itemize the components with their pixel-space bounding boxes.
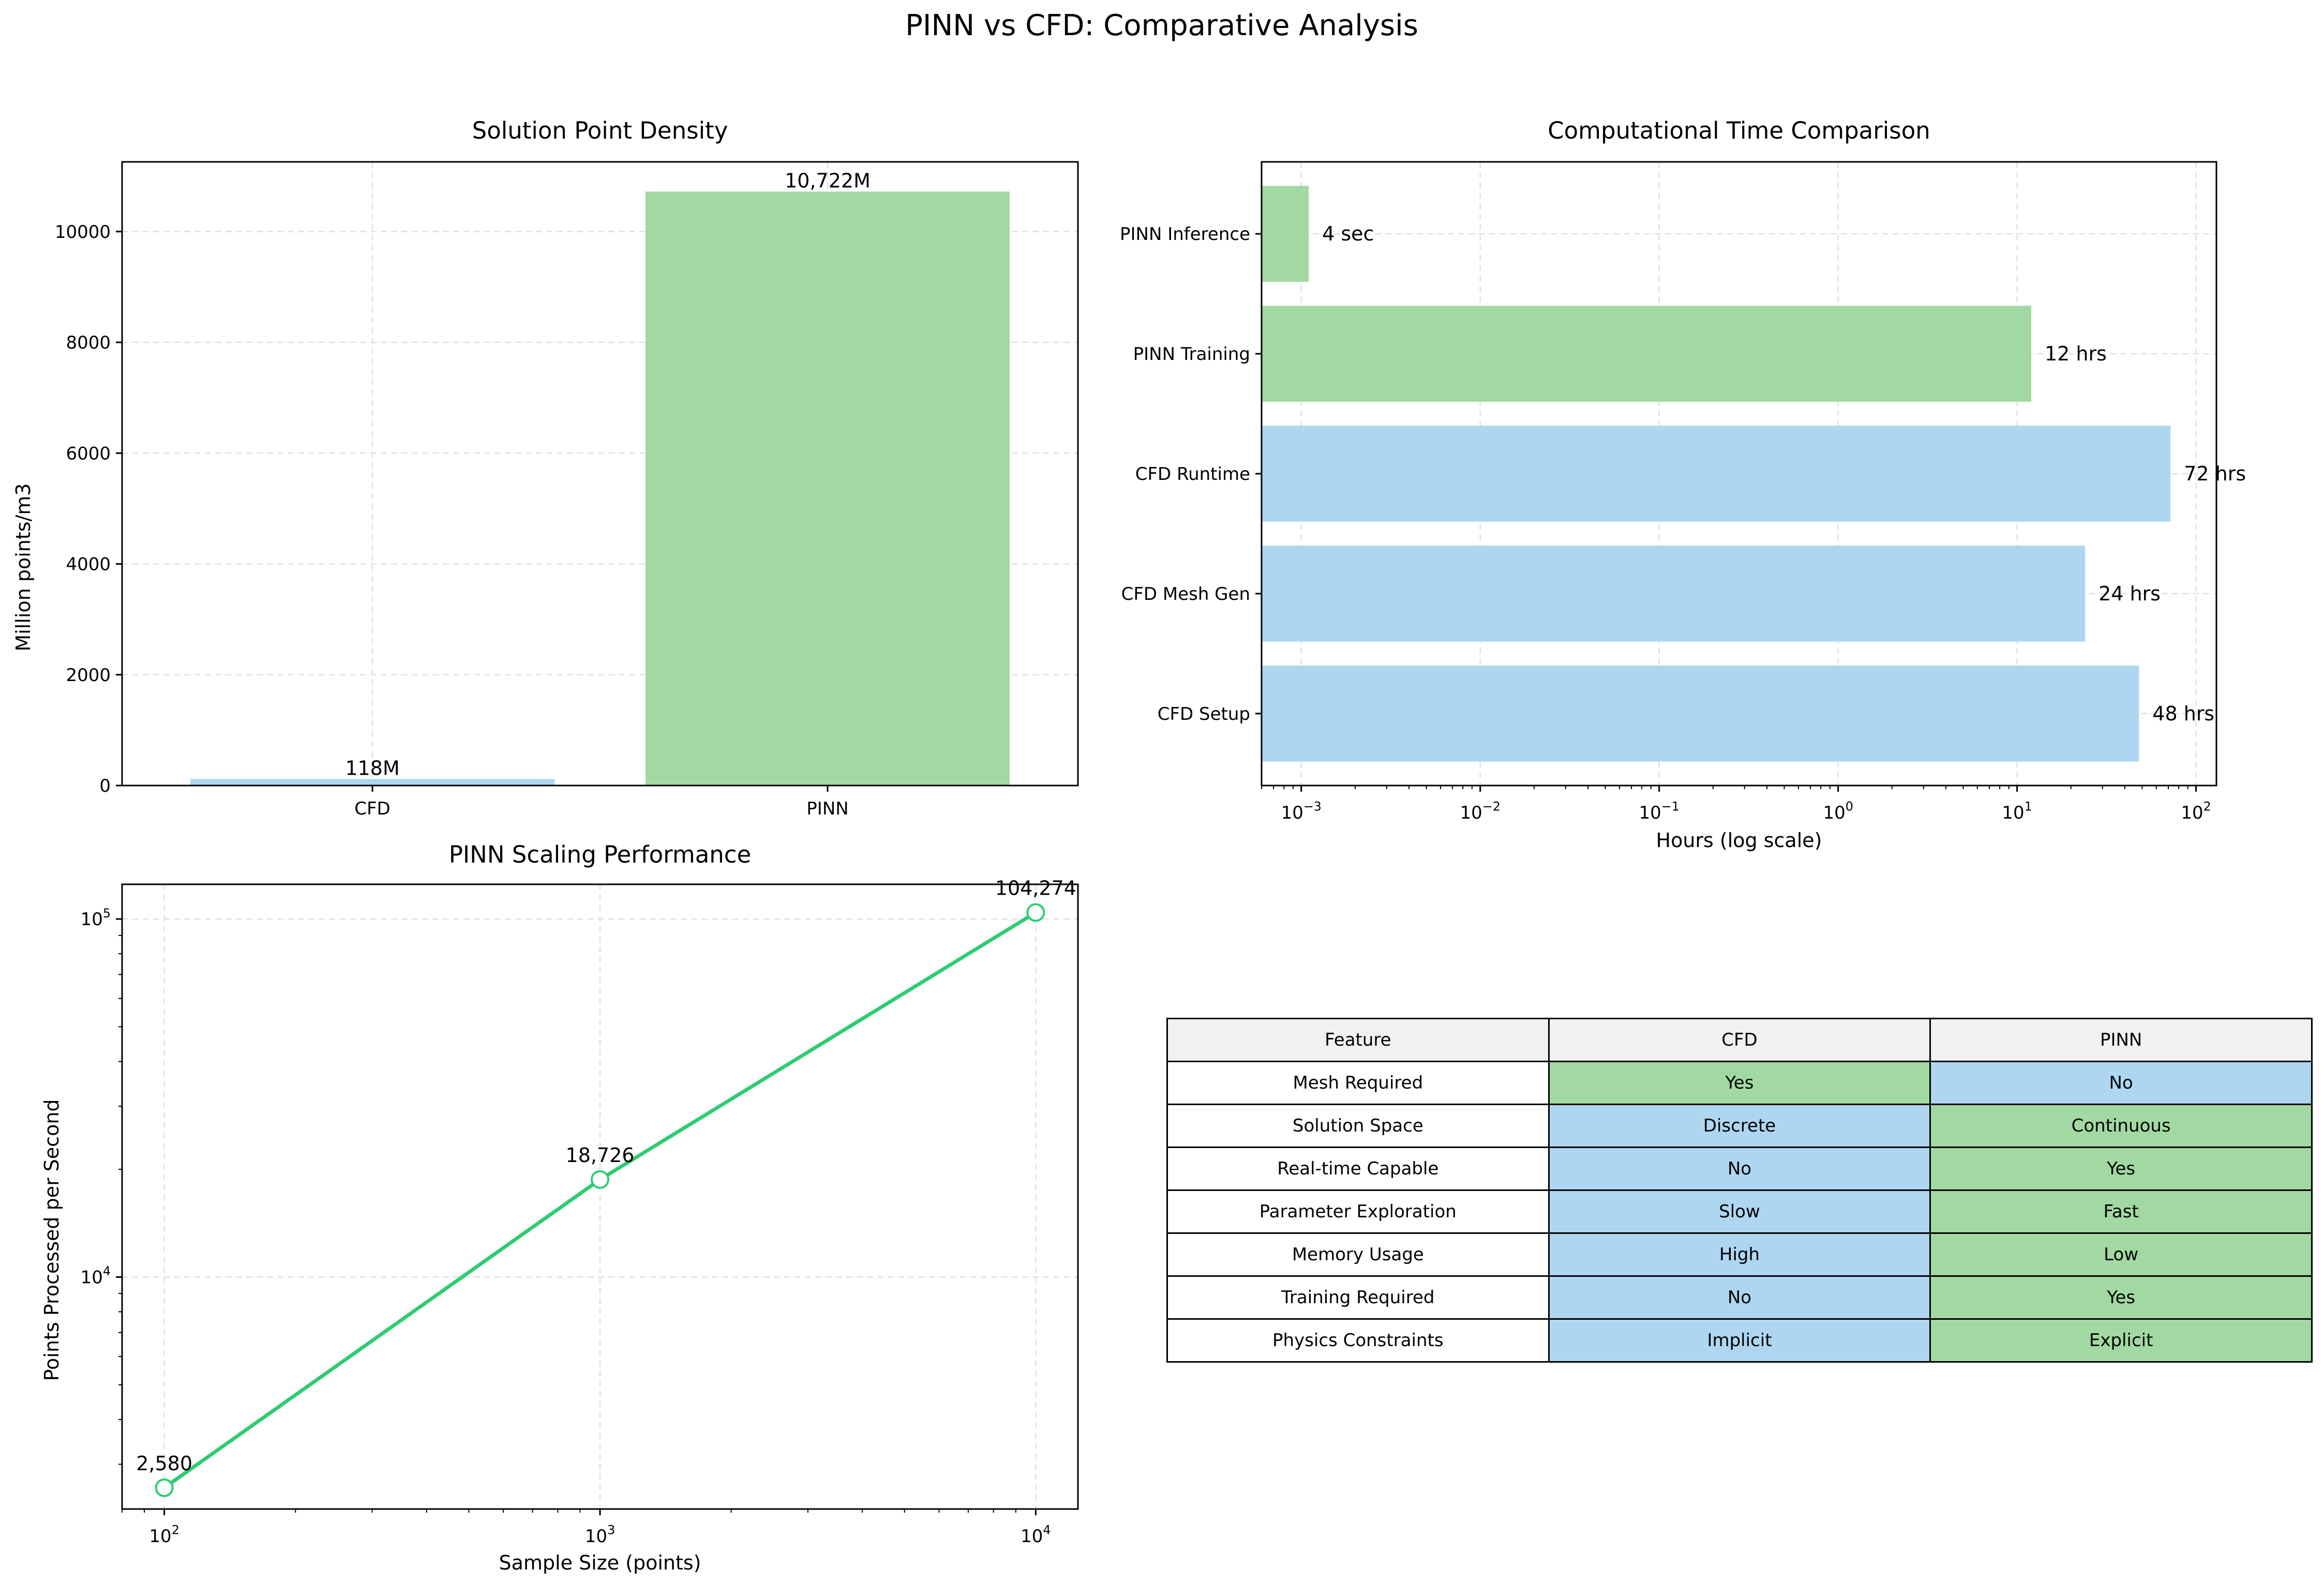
time-bar	[1262, 426, 2171, 522]
table-cfd-cell: Slow	[1548, 1189, 1931, 1234]
time-bar	[1262, 186, 1309, 282]
figure-title: PINN vs CFD: Comparative Analysis	[905, 9, 1418, 42]
scaling-y-tick-label: 104	[81, 1264, 111, 1288]
density-y-tick-label: 2000	[66, 665, 111, 686]
time-bar-value-label: 24 hrs	[2098, 582, 2161, 605]
table-feature-cell: Mesh Required	[1166, 1061, 1550, 1105]
scaling-data-point	[591, 1170, 609, 1189]
time-y-tick-label: PINN Training	[1133, 344, 1250, 365]
table-row: Solution Space Discrete Continuous	[1166, 1104, 2313, 1148]
table-pinn-cell: Low	[1929, 1232, 2313, 1277]
scaling-y-tick-label: 105	[81, 906, 111, 930]
table-header-row: Feature CFD PINN	[1166, 1018, 2313, 1062]
time-chart: Computational Time Comparison Hours (log…	[1120, 117, 2246, 852]
table-feature-cell: Real-time Capable	[1166, 1146, 1550, 1191]
table-row: Memory Usage High Low	[1166, 1232, 2313, 1277]
time-x-tick-label: 10−3	[1281, 799, 1322, 823]
table-cfd-cell: Implicit	[1548, 1318, 1931, 1363]
time-x-axis-label: Hours (log scale)	[1656, 829, 1822, 852]
scaling-data-label: 2,580	[136, 1452, 192, 1475]
time-bar-value-label: 12 hrs	[2045, 342, 2107, 365]
time-x-tick-label: 102	[2181, 799, 2211, 823]
table-pinn-cell: Fast	[1929, 1189, 2313, 1234]
density-chart: Solution Point Density Million points/m3…	[12, 117, 1079, 819]
table-cfd-cell: No	[1548, 1146, 1931, 1191]
time-y-tick-label: PINN Inference	[1120, 224, 1250, 245]
density-y-tick-label: 6000	[66, 443, 111, 464]
density-y-axis-label: Million points/m3	[12, 483, 35, 651]
table-pinn-cell: Explicit	[1929, 1318, 2313, 1363]
table-row: Mesh Required Yes No	[1166, 1061, 2313, 1105]
density-bar-value-label: 118M	[345, 757, 399, 779]
scaling-data-point	[155, 1478, 174, 1497]
density-bar	[646, 191, 1010, 786]
table-cfd-cell: Yes	[1548, 1061, 1931, 1105]
time-y-tick-label: CFD Mesh Gen	[1121, 584, 1250, 605]
comparison-table: Feature CFD PINN Mesh Required Yes No Solut…	[1166, 1018, 2313, 1363]
scaling-x-tick-label: 103	[585, 1523, 615, 1547]
density-bar	[190, 779, 554, 786]
table-header-cell: PINN	[1929, 1018, 2313, 1062]
scaling-y-axis-label: Points Processed per Second	[40, 1099, 63, 1381]
density-y-tick-label: 8000	[66, 333, 111, 353]
table-feature-cell: Training Required	[1166, 1275, 1550, 1320]
table-cfd-cell: Discrete	[1548, 1104, 1931, 1148]
density-y-tick-label: 10000	[55, 222, 111, 243]
comparison-table-wrap: Feature CFD PINN Mesh Required Yes No Solut…	[1166, 1018, 2313, 1363]
density-plot-frame	[121, 161, 1079, 787]
time-x-tick-label: 10−2	[1460, 799, 1501, 823]
scaling-x-axis-label: Sample Size (points)	[499, 1551, 701, 1574]
scaling-data-label: 18,726	[566, 1144, 635, 1167]
table-row: Real-time Capable No Yes	[1166, 1146, 2313, 1191]
table-row: Parameter Exploration Slow Fast	[1166, 1189, 2313, 1234]
time-x-tick-label: 10−1	[1639, 799, 1680, 823]
time-y-tick-label: CFD Setup	[1158, 704, 1250, 725]
table-pinn-cell: No	[1929, 1061, 2313, 1105]
table-pinn-cell: Yes	[1929, 1275, 2313, 1320]
time-bar	[1262, 306, 2032, 402]
scaling-data-point	[1026, 903, 1045, 922]
scaling-x-tick-label: 104	[1021, 1523, 1051, 1547]
time-chart-title: Computational Time Comparison	[1548, 117, 1930, 144]
scaling-data-label: 104,274	[995, 877, 1076, 900]
table-feature-cell: Solution Space	[1166, 1104, 1550, 1148]
table-row: Physics Constraints Implicit Explicit	[1166, 1318, 2313, 1363]
time-bar-value-label: 48 hrs	[2152, 702, 2214, 725]
table-feature-cell: Memory Usage	[1166, 1232, 1550, 1277]
scaling-x-tick-label: 102	[149, 1523, 179, 1547]
time-x-tick-label: 101	[2002, 799, 2032, 823]
time-bar	[1262, 666, 2139, 762]
time-x-tick-label: 100	[1823, 799, 1853, 823]
table-pinn-cell: Continuous	[1929, 1104, 2313, 1148]
time-bar-value-label: 4 sec	[1322, 222, 1374, 245]
time-bar-value-label: 72 hrs	[2184, 462, 2246, 485]
table-cfd-cell: No	[1548, 1275, 1931, 1320]
density-y-tick-label: 0	[99, 776, 111, 796]
table-cfd-cell: High	[1548, 1232, 1931, 1277]
scaling-chart-title: PINN Scaling Performance	[449, 841, 751, 868]
density-x-tick-label: CFD	[354, 798, 390, 819]
table-header-cell: CFD	[1548, 1018, 1931, 1062]
table-feature-cell: Parameter Exploration	[1166, 1189, 1550, 1234]
density-bar-value-label: 10,722M	[785, 169, 871, 192]
density-x-tick-label: PINN	[806, 798, 848, 819]
scaling-chart: PINN Scaling Performance Sample Size (po…	[40, 841, 1079, 1574]
density-y-tick-label: 4000	[66, 554, 111, 575]
density-chart-title: Solution Point Density	[472, 117, 728, 144]
table-pinn-cell: Yes	[1929, 1146, 2313, 1191]
time-bar	[1262, 546, 2086, 642]
table-feature-cell: Physics Constraints	[1166, 1318, 1550, 1363]
time-y-tick-label: CFD Runtime	[1135, 464, 1250, 485]
table-row: Training Required No Yes	[1166, 1275, 2313, 1320]
table-header-cell: Feature	[1166, 1018, 1550, 1062]
